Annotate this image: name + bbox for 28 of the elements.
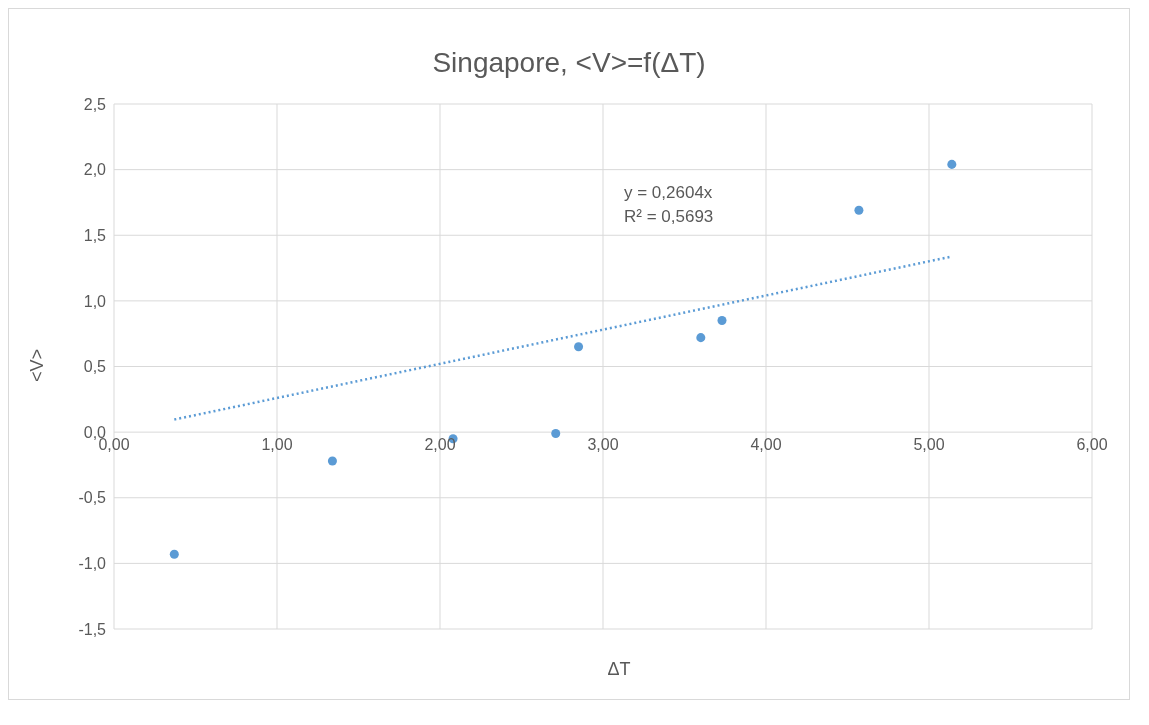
point (947, 159, 957, 169)
y-tick-label: -1,0 (78, 555, 107, 573)
y-tick-label: 2,5 (83, 95, 107, 113)
y-tick-label: 1,5 (83, 226, 107, 244)
y-tick-label: 0,5 (83, 358, 107, 376)
y-tick-label: -0,5 (78, 489, 107, 507)
point (854, 205, 864, 215)
y-tick-label: 0,0 (83, 423, 107, 441)
point (327, 456, 337, 466)
x-tick-label: 1,00 (261, 436, 293, 454)
point (551, 428, 561, 438)
point (169, 549, 179, 559)
x-tick-label: 2,00 (424, 436, 456, 454)
y-axis-title: <V> (27, 348, 48, 382)
chart-title: Singapore, <V>=f(ΔT) (431, 47, 707, 79)
point (696, 333, 706, 343)
y-tick-label: -1,5 (78, 620, 107, 638)
x-tick-label: 6,00 (1076, 436, 1108, 454)
x-tick-label: 5,00 (913, 436, 945, 454)
x-tick-label: 4,00 (750, 436, 782, 454)
annotation: y = 0,2604x (624, 182, 714, 204)
y-tick-label: 1,0 (83, 292, 107, 310)
x-axis-title: ΔT (606, 659, 632, 680)
x-tick-label: 3,00 (587, 436, 619, 454)
y-tick-label: 2,0 (83, 161, 107, 179)
annotation: R² = 0,5693 (624, 206, 714, 228)
point (717, 316, 727, 326)
point (574, 342, 584, 352)
